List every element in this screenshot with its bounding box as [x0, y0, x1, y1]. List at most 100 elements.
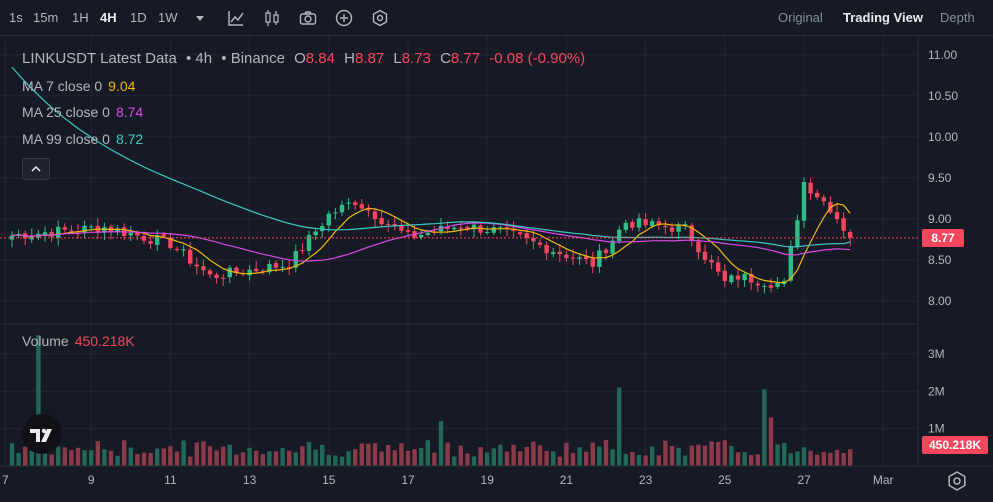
time-tick-label: 11 [164, 473, 177, 487]
time-tick-label: 17 [401, 473, 415, 487]
view-original[interactable]: Original [778, 10, 823, 25]
candle-body [372, 211, 378, 220]
candle-body [287, 266, 292, 269]
volume-bar [89, 450, 94, 466]
volume-bar [386, 445, 391, 466]
view-depth[interactable]: Depth [940, 10, 975, 25]
candle-body [570, 257, 576, 259]
volume-bar [491, 448, 496, 466]
candle-body [89, 226, 94, 228]
timeframe-1s[interactable]: 1s [9, 10, 23, 25]
volume-bar [234, 454, 239, 466]
chart-settings-icon[interactable] [946, 470, 968, 492]
volume-bar [498, 444, 503, 466]
volume-bar [478, 447, 483, 466]
volume-bar [254, 450, 259, 466]
candle-body [623, 222, 628, 230]
price-axis: 11.00 10.50 10.00 9.50 9.00 8.50 8.00 [928, 48, 958, 308]
view-trading-view[interactable]: Trading View [843, 10, 923, 25]
volume-bar [29, 450, 34, 466]
volume-bar [577, 447, 582, 466]
volume-bar [801, 447, 807, 466]
camera-icon[interactable] [298, 8, 318, 28]
candle-type-icon[interactable] [262, 8, 282, 28]
volume-bar [848, 449, 853, 466]
ma99-value: 8.72 [115, 131, 144, 147]
time-tick-label: Mar [873, 473, 894, 487]
candle-body [689, 225, 694, 241]
volume-bar [432, 452, 437, 466]
timeframe-1d[interactable]: 1D [130, 10, 147, 25]
timeframe-15m[interactable]: 15m [33, 10, 59, 25]
candle-body [848, 232, 853, 238]
candle-body [339, 204, 345, 213]
volume-bar [399, 443, 404, 466]
volume-bar [504, 451, 510, 466]
price-tick-label: 9.50 [928, 171, 952, 185]
candlestick-chart[interactable]: 11.00 10.50 10.00 9.50 9.00 8.50 8.00 3M 2M 1M 7… [0, 36, 993, 502]
candle-body [669, 227, 675, 232]
candle-body [471, 224, 477, 230]
volume-bar [95, 441, 100, 466]
candle-body [577, 257, 582, 259]
timeframe-4h[interactable]: 4H [100, 10, 117, 25]
volume-bar [834, 449, 840, 466]
volume-bar [260, 454, 265, 466]
low-value: 8.73 [401, 50, 431, 67]
candle-body [260, 270, 265, 273]
candle-body [135, 232, 140, 236]
candle-body [663, 225, 668, 228]
indicators-chart-icon[interactable] [226, 8, 246, 28]
volume-bar [716, 441, 721, 466]
volume-bar [23, 446, 28, 466]
candle-body [115, 228, 120, 233]
candle-body [617, 229, 622, 241]
volume-bar [544, 450, 549, 466]
candle-body [498, 227, 503, 229]
ma99-line [11, 66, 851, 248]
chart-toolbar: 1s 15m 1H 4H 1D 1W Original Trading View… [0, 0, 993, 36]
volume-bar [808, 450, 813, 466]
time-tick-label: 27 [797, 473, 811, 487]
volume-bar [584, 451, 589, 466]
legend-separator: • [185, 50, 192, 67]
volume-bar [287, 450, 292, 466]
high-value: 8.87 [354, 50, 385, 67]
volume-bar [471, 456, 477, 466]
candle-body [722, 270, 727, 282]
add-indicator-icon[interactable] [334, 8, 354, 28]
volume-bar [636, 454, 642, 466]
volume-bar [161, 448, 166, 466]
ma25-label: MA 25 close 0 [22, 104, 110, 120]
candle-body [201, 266, 206, 271]
timeframe-dropdown-icon[interactable] [192, 8, 208, 28]
volume-bar [339, 456, 345, 466]
candles [9, 177, 853, 294]
candle-body [82, 225, 87, 233]
collapse-legend-button[interactable] [22, 158, 50, 180]
volume-bar [511, 444, 516, 466]
candle-body [762, 285, 767, 287]
candle-body [768, 285, 774, 288]
settings-hex-icon[interactable] [370, 8, 390, 28]
timeframe-1h[interactable]: 1H [72, 10, 89, 25]
candle-body [399, 226, 404, 231]
legend-ma99: MA 99 close 0 8.72 [22, 131, 143, 147]
volume-bar [689, 445, 694, 466]
candle-body [227, 267, 232, 278]
volume-label: Volume [22, 333, 69, 349]
time-axis: 7 9 11 13 15 17 19 21 23 25 27 Mar [2, 473, 893, 487]
volume-bar [135, 454, 140, 466]
volume-bar [320, 445, 325, 466]
volume-bar [729, 445, 734, 466]
volume-bar [669, 446, 675, 466]
candle-body [155, 235, 160, 245]
volume-bar [36, 335, 41, 466]
volume-bar [788, 453, 793, 466]
timeframe-1w[interactable]: 1W [158, 10, 178, 25]
volume-bar [603, 439, 609, 466]
volume-bar [75, 447, 81, 466]
candle-body [683, 224, 688, 226]
candle-body [346, 202, 351, 204]
time-tick-label: 13 [243, 473, 257, 487]
